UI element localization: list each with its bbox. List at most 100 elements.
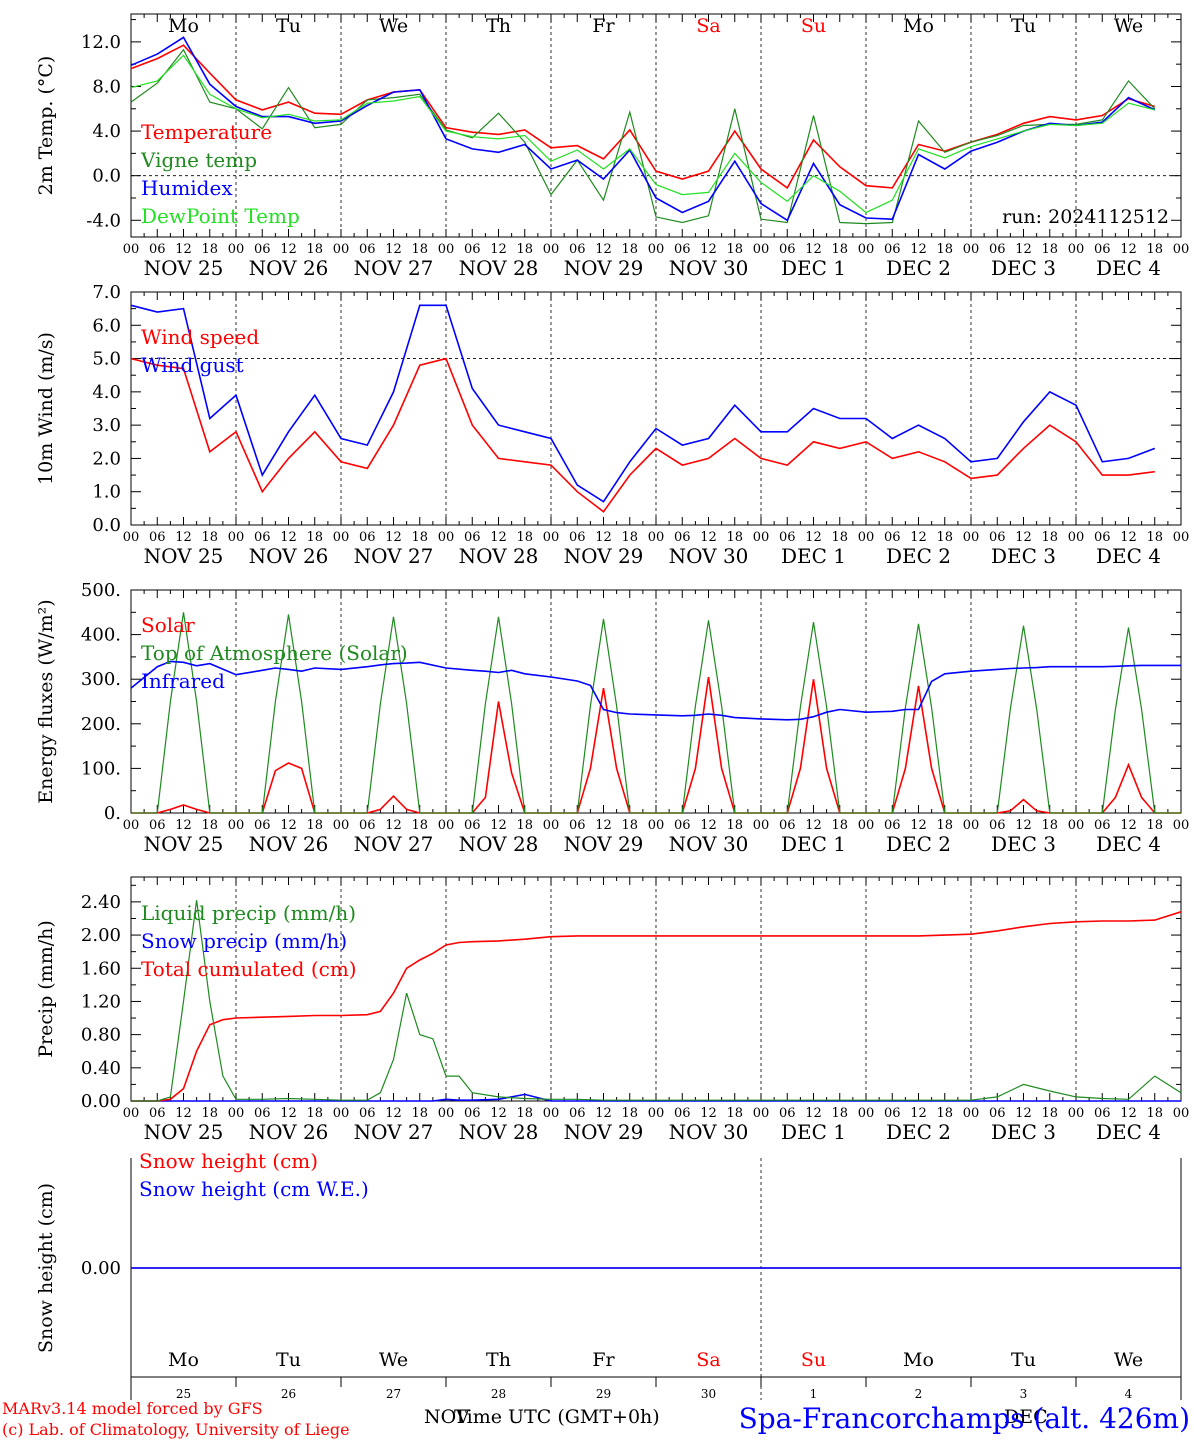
hour-tick-label: 12 bbox=[805, 1106, 822, 1121]
series-line bbox=[131, 612, 1181, 814]
hour-tick-label: 06 bbox=[674, 818, 691, 833]
hour-tick-label: 00 bbox=[438, 1106, 455, 1121]
hour-tick-label: 12 bbox=[805, 818, 822, 833]
hour-tick-label: 06 bbox=[569, 818, 586, 833]
hour-tick-label: 00 bbox=[438, 530, 455, 545]
hour-tick-label: 00 bbox=[1173, 818, 1190, 833]
hour-tick-label: 00 bbox=[963, 242, 980, 257]
hour-tick-label: 18 bbox=[831, 818, 848, 833]
hour-tick-label: 12 bbox=[1015, 242, 1032, 257]
date-label: NOV 26 bbox=[249, 1120, 329, 1144]
day-number: 29 bbox=[596, 1387, 611, 1401]
hour-tick-label: 06 bbox=[254, 530, 271, 545]
hour-tick-label: 12 bbox=[385, 242, 402, 257]
hour-tick-label: 18 bbox=[516, 530, 533, 545]
hour-tick-label: 06 bbox=[1094, 1106, 1111, 1121]
hour-tick-label: 06 bbox=[254, 242, 271, 257]
hour-tick-label: 00 bbox=[1173, 1106, 1190, 1121]
legend-entry: Wind speed bbox=[141, 325, 259, 349]
legend-entry: Snow height (cm W.E.) bbox=[139, 1177, 369, 1201]
y-tick-label: 400. bbox=[81, 625, 121, 646]
hour-tick-label: 12 bbox=[595, 818, 612, 833]
hour-tick-label: 00 bbox=[543, 242, 560, 257]
hour-tick-label: 18 bbox=[411, 530, 428, 545]
date-label: NOV 27 bbox=[354, 1120, 434, 1144]
hour-tick-label: 06 bbox=[149, 530, 166, 545]
y-tick-label: 5.0 bbox=[92, 349, 121, 370]
day-name: Mo bbox=[168, 15, 199, 37]
day-name: Tu bbox=[276, 1349, 301, 1371]
y-tick-label: 0.80 bbox=[81, 1025, 121, 1046]
y-axis-label: 10m Wind (m/s) bbox=[35, 332, 57, 485]
hour-tick-label: 00 bbox=[438, 242, 455, 257]
day-name: Th bbox=[486, 15, 511, 37]
hour-tick-label: 12 bbox=[1015, 818, 1032, 833]
day-number: 2 bbox=[915, 1387, 923, 1401]
panel-2: 00 06 12 18 00 06 12 18 00 06 12 18 00 06 12 18 00 06 12 18… bbox=[35, 282, 1189, 568]
y-tick-label: 300. bbox=[81, 669, 121, 690]
hour-tick-label: 18 bbox=[1146, 1106, 1163, 1121]
hour-tick-label: 12 bbox=[1120, 242, 1137, 257]
hour-tick-label: 18 bbox=[726, 530, 743, 545]
model-credit: MARv3.14 model forced by GFS bbox=[2, 1399, 263, 1418]
hour-tick-label: 00 bbox=[858, 242, 875, 257]
hour-tick-label: 00 bbox=[123, 242, 140, 257]
date-label: NOV 26 bbox=[249, 832, 329, 856]
lab-credit: (c) Lab. of Climatology, University of L… bbox=[2, 1420, 350, 1439]
hour-tick-label: 18 bbox=[411, 818, 428, 833]
hour-tick-label: 06 bbox=[359, 242, 376, 257]
hour-tick-label: 00 bbox=[543, 1106, 560, 1121]
hour-tick-label: 12 bbox=[910, 1106, 927, 1121]
y-tick-label: 1.0 bbox=[92, 482, 121, 503]
hour-tick-label: 12 bbox=[595, 530, 612, 545]
hour-tick-label: 00 bbox=[648, 1106, 665, 1121]
date-label: DEC 4 bbox=[1096, 832, 1161, 856]
date-label: DEC 3 bbox=[991, 1120, 1056, 1144]
hour-tick-label: 18 bbox=[726, 1106, 743, 1121]
hour-tick-label: 12 bbox=[280, 530, 297, 545]
day-name: Fr bbox=[592, 15, 615, 37]
date-label: DEC 1 bbox=[781, 256, 846, 280]
hour-tick-label: 06 bbox=[359, 818, 376, 833]
panel-3: 00 06 12 18 00 06 12 18 00 06 12 18 00 06 12 18 00 06 12 18… bbox=[35, 580, 1189, 856]
hour-tick-label: 06 bbox=[464, 242, 481, 257]
y-tick-label: 0.00 bbox=[81, 1091, 121, 1112]
date-label: NOV 30 bbox=[669, 1120, 749, 1144]
panel-4: 00 06 12 18 00 06 12 18 00 06 12 18 00 06 12 18 00 06 12 18… bbox=[35, 876, 1190, 1144]
legend-entry: Liquid precip (mm/h) bbox=[141, 901, 356, 925]
hour-tick-label: 18 bbox=[831, 242, 848, 257]
hour-tick-label: 00 bbox=[1068, 1106, 1085, 1121]
hour-tick-label: 12 bbox=[700, 242, 717, 257]
hour-tick-label: 18 bbox=[306, 1106, 323, 1121]
hour-tick-label: 12 bbox=[1015, 1106, 1032, 1121]
hour-tick-label: 06 bbox=[884, 1106, 901, 1121]
hour-tick-label: 00 bbox=[753, 242, 770, 257]
legend-entry: Snow height (cm) bbox=[139, 1149, 318, 1173]
hour-tick-label: 00 bbox=[963, 818, 980, 833]
hour-tick-label: 00 bbox=[753, 1106, 770, 1121]
hour-tick-label: 12 bbox=[1120, 1106, 1137, 1121]
station-name: Spa-Francorchamps (alt. 426m) bbox=[739, 1402, 1190, 1435]
hour-tick-label: 12 bbox=[1120, 818, 1137, 833]
hour-tick-label: 18 bbox=[1146, 242, 1163, 257]
hour-tick-label: 06 bbox=[884, 818, 901, 833]
hour-tick-label: 12 bbox=[595, 242, 612, 257]
hour-tick-label: 00 bbox=[858, 818, 875, 833]
y-tick-label: 0.0 bbox=[92, 515, 121, 536]
series-line bbox=[130, 48, 1156, 225]
hour-tick-label: 06 bbox=[779, 530, 796, 545]
date-label: NOV 25 bbox=[144, 1120, 224, 1144]
hour-tick-label: 00 bbox=[543, 818, 560, 833]
date-label: NOV 25 bbox=[144, 832, 224, 856]
hour-tick-label: 06 bbox=[464, 530, 481, 545]
legend-entry: Wind gust bbox=[141, 353, 244, 377]
hour-tick-label: 12 bbox=[490, 530, 507, 545]
date-label: NOV 25 bbox=[144, 256, 224, 280]
hour-tick-label: 00 bbox=[858, 530, 875, 545]
day-name: Mo bbox=[903, 1349, 934, 1371]
hour-tick-label: 12 bbox=[805, 530, 822, 545]
day-name: Sa bbox=[696, 15, 720, 37]
hour-tick-label: 06 bbox=[464, 1106, 481, 1121]
day-name: We bbox=[1114, 15, 1143, 37]
month-label-left: NOV bbox=[424, 1406, 470, 1428]
